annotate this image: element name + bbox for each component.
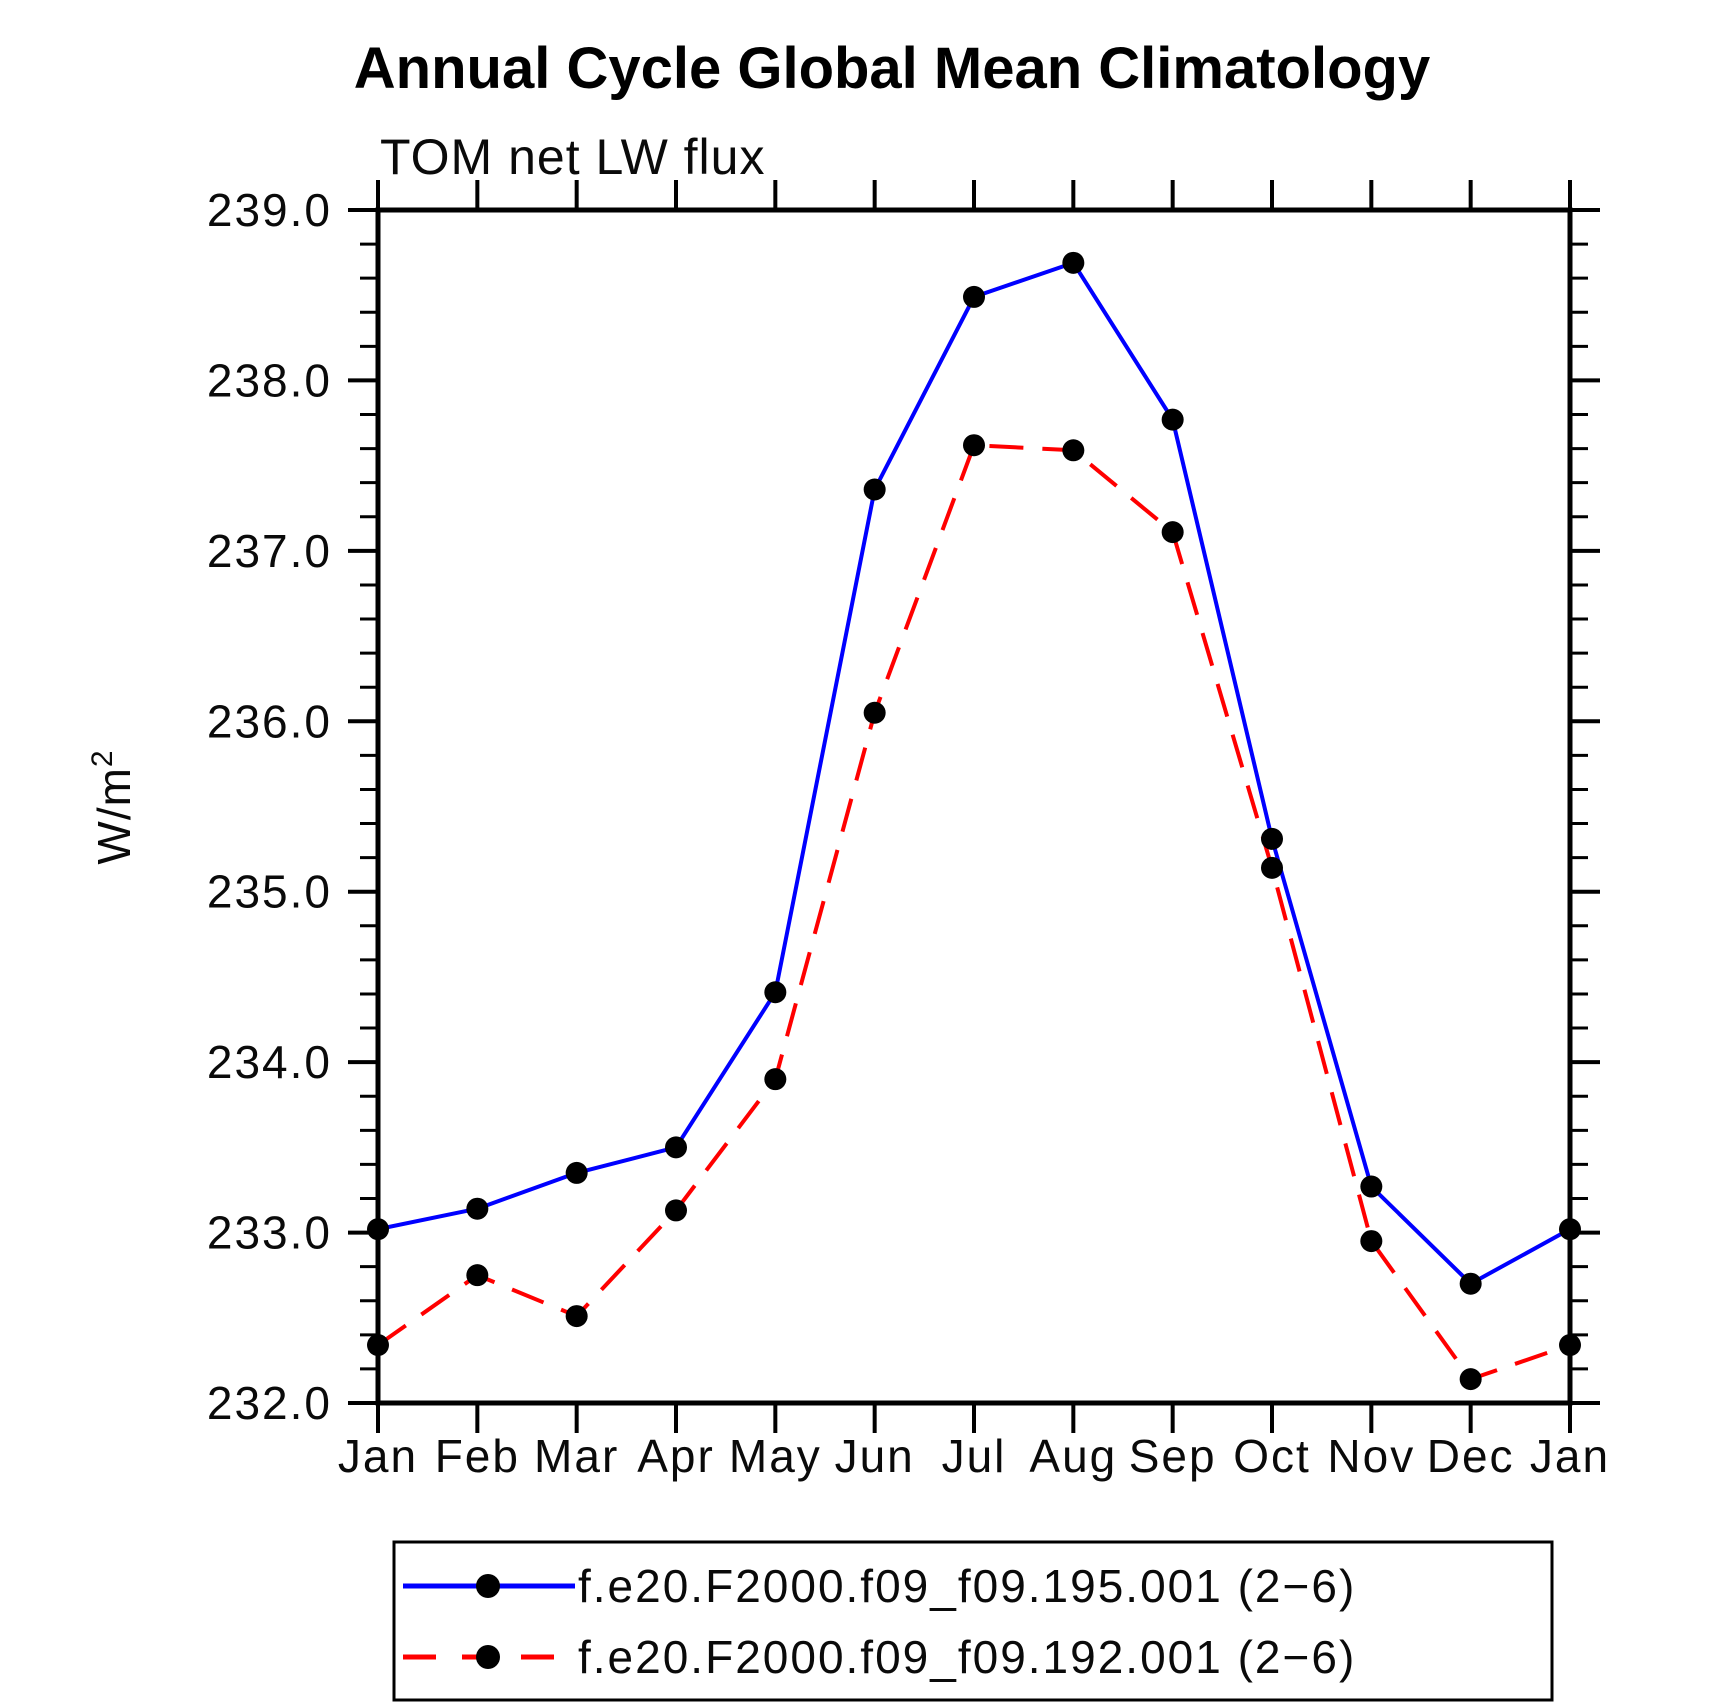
legend-label: f.e20.F2000.f09_f09.192.001 (2−6) [578,1631,1356,1683]
data-point-marker [1261,856,1283,879]
data-point-marker [963,434,985,457]
y-axis-label: W/m2 [86,749,140,864]
y-tick-label: 234.0 [207,1036,332,1088]
legend-box [392,1540,1554,1702]
x-tick-label: Nov [1327,1430,1415,1482]
x-tick-label: Apr [637,1430,715,1482]
data-point-marker [1559,1218,1581,1241]
x-tick-label: Mar [534,1430,619,1482]
data-point-marker [665,1136,687,1159]
data-point-marker [367,1218,389,1241]
data-point-marker [565,1161,588,1184]
chart-title: Annual Cycle Global Mean Climatology [354,36,1430,101]
legend-entry-192: f.e20.F2000.f09_f09.192.001 (2−6) [403,1631,1356,1683]
data-point-marker [367,1334,389,1357]
series-line-solid [377,260,1571,1286]
data-point-marker [1360,1230,1383,1253]
data-point-marker [963,285,985,308]
legend-label: f.e20.F2000.f09_f09.195.001 (2−6) [578,1560,1356,1612]
data-point-marker [863,701,886,724]
data-point-marker [1161,521,1184,544]
x-tick-label: Oct [1233,1430,1311,1482]
legend: f.e20.F2000.f09_f09.195.001 (2−6) f.e20.… [392,1540,1554,1702]
data-point-marker [1062,251,1085,274]
data-point-marker [764,1068,787,1091]
y-tick-label: 237.0 [207,525,332,577]
data-point-marker [1062,439,1085,462]
x-tick-labels: Jan Feb Mar Apr May Jun Jul Aug Sep Oct Nov Dec Jan [338,1430,1610,1482]
x-tick-label: May [729,1430,822,1482]
y-tick-label: 233.0 [207,1207,332,1259]
data-point-marker [863,478,886,501]
plot-axes [348,180,1600,1433]
data-point-marker [466,1264,489,1287]
data-point-marker [565,1305,588,1328]
x-tick-label: Jun [835,1430,915,1482]
data-point-marker [1161,408,1184,431]
y-tick-label: 238.0 [207,354,332,406]
y-tick-label: 232.0 [207,1377,332,1429]
data-point-marker [1360,1175,1383,1198]
legend-marker-dot [476,1645,500,1669]
data-point-marker [764,981,787,1004]
legend-marker-dot [476,1574,500,1598]
x-tick-label: Aug [1029,1430,1117,1482]
y-axis-label-base: W/m [88,767,140,865]
plot-frame [375,207,1573,1406]
x-tick-label: Dec [1427,1430,1515,1482]
x-tick-label: Jan [338,1430,418,1482]
data-point-marker [1459,1368,1482,1391]
x-tick-label: Jul [942,1430,1007,1482]
data-point-marker [1559,1334,1581,1357]
series-line-dashed [376,443,1571,1382]
data-point-marker [466,1197,489,1220]
data-point-marker [665,1199,687,1222]
y-axis-label-exponent: 2 [86,749,119,767]
y-tick-label: 235.0 [207,866,332,918]
legend-entry-195: f.e20.F2000.f09_f09.195.001 (2−6) [403,1560,1356,1612]
chart-subtitle: TOM net LW flux [380,129,765,185]
y-tick-labels: 232.0 233.0 234.0 235.0 236.0 237.0 238.0 239.0 [207,184,332,1429]
data-series [367,251,1581,1391]
x-tick-label: Feb [435,1430,520,1482]
y-tick-label: 236.0 [207,695,332,747]
data-point-marker [1459,1272,1482,1295]
data-point-marker [1261,827,1283,850]
y-tick-label: 239.0 [207,184,332,236]
x-tick-label: Sep [1129,1430,1217,1482]
x-tick-label: Jan [1530,1430,1610,1482]
